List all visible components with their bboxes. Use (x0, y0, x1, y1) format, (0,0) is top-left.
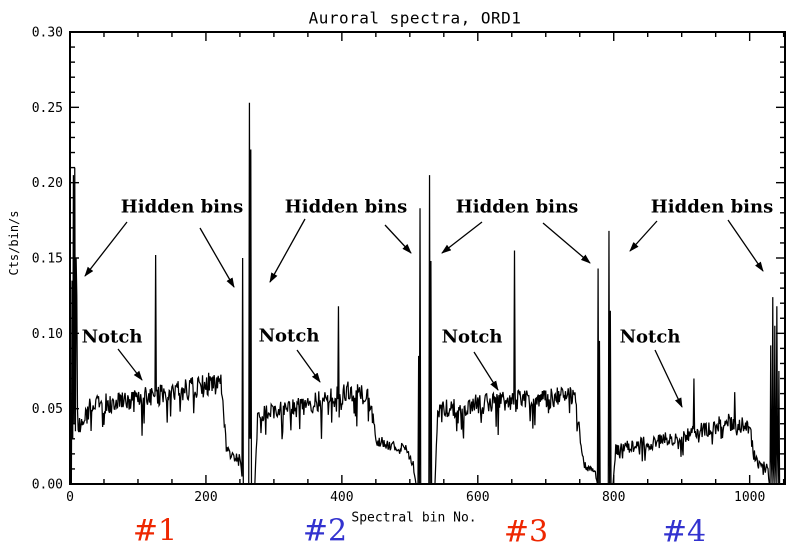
annotation-hidden-bins-4: Hidden bins (650, 196, 774, 218)
annotation-notch-1: Notch (81, 326, 143, 348)
annotation-arrow (542, 222, 591, 264)
y-tick-label: 0.30 (32, 26, 63, 41)
y-tick-label: 0.20 (32, 176, 63, 191)
tick-labels: 0 200 400 600 800 1000 0.00 0.05 0.10 0.15 0.20 0.2… (32, 26, 766, 506)
y-tick-label: 0.15 (32, 252, 63, 267)
y-tick-label: 0.10 (32, 327, 63, 342)
annotation-arrow (296, 349, 321, 383)
y-tick-label: 0.25 (32, 101, 63, 116)
segment-label-3: #3 (503, 514, 549, 550)
annotation-arrow (473, 351, 499, 391)
plot-frame (69, 31, 786, 485)
x-tick-label: 400 (330, 490, 353, 505)
x-tick-label: 200 (194, 490, 217, 505)
y-axis-label: Cts/bin/s (7, 210, 21, 276)
annotation-hidden-bins-3: Hidden bins (455, 196, 579, 218)
annotation-arrow (199, 227, 235, 288)
segment-label-1: #1 (132, 513, 178, 549)
annotation-arrow (117, 348, 143, 381)
x-axis-label: Spectral bin No. (351, 510, 477, 526)
annotation-notch-4: Notch (619, 326, 681, 348)
x-tick-label: 0 (66, 490, 74, 505)
chart-title: Auroral spectra, ORD1 (308, 8, 522, 28)
y-tick-label: 0.00 (32, 478, 63, 493)
axis-ticks (69, 31, 785, 485)
annotation-hidden-bins-1: Hidden bins (120, 196, 244, 218)
annotation-hidden-bins-2: Hidden bins (284, 196, 408, 218)
x-tick-label: 1000 (734, 490, 765, 505)
annotation-arrow (629, 220, 658, 252)
annotation-arrows (84, 218, 764, 408)
annotation-arrow (384, 224, 412, 254)
y-tick-label: 0.05 (32, 402, 63, 417)
annotation-notch-3: Notch (441, 326, 503, 348)
annotation-arrow (654, 349, 683, 408)
spectrum-curve (70, 102, 785, 485)
x-tick-label: 800 (602, 490, 625, 505)
annotation-arrow (441, 221, 483, 254)
x-tick-label: 600 (466, 490, 489, 505)
segment-label-4: #4 (661, 514, 707, 550)
annotation-arrow (727, 219, 764, 272)
annotation-arrow (269, 218, 306, 283)
annotation-arrow (84, 221, 128, 277)
segment-label-2: #2 (302, 513, 348, 549)
annotation-notch-2: Notch (258, 325, 320, 347)
